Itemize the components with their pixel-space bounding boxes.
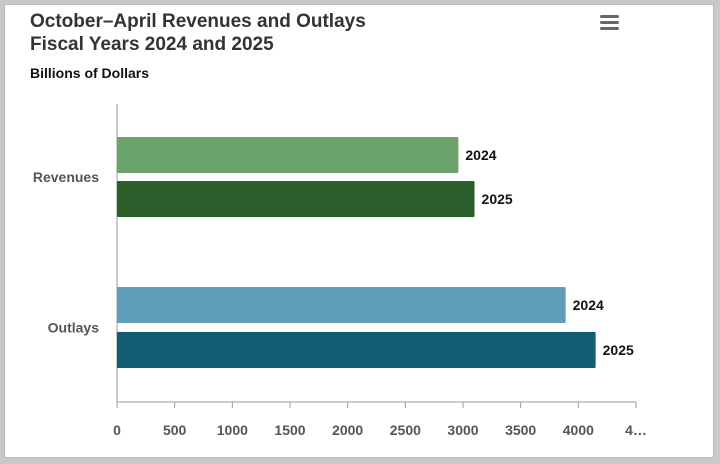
bar-revenues-2025 [117,181,475,217]
x-tick-label: 3500 [505,422,536,438]
chart-panel [4,4,714,458]
data-label-revenues-2025: 2025 [482,191,513,207]
bar-revenues-2024 [117,137,459,173]
x-tick-label: 2000 [332,422,363,438]
data-label-revenues-2024: 2024 [465,147,496,163]
data-label-outlays-2025: 2025 [603,342,634,358]
chart-title-line2: Fiscal Years 2024 and 2025 [30,34,274,55]
category-label-revenues: Revenues [33,169,99,185]
chart-title: October–April Revenues and Outlays Fisca… [30,10,366,56]
x-tick-label: 3000 [447,422,478,438]
x-tick-label: 1500 [274,422,305,438]
x-tick-label: 4000 [563,422,594,438]
bar-outlays-2024 [117,287,566,323]
category-label-outlays: Outlays [48,320,100,336]
x-tick-label: 2500 [390,422,421,438]
chart-title-line1: October–April Revenues and Outlays [30,11,366,32]
x-tick-label: 0 [113,422,121,438]
data-label-outlays-2024: 2024 [573,297,604,313]
x-tick-label: 4… [625,422,647,438]
bar-outlays-2025 [117,332,596,368]
x-tick-label: 1000 [217,422,248,438]
x-tick-label: 500 [163,422,187,438]
chart-subtitle: Billions of Dollars [30,65,150,81]
hamburger-menu-icon[interactable] [598,12,622,32]
